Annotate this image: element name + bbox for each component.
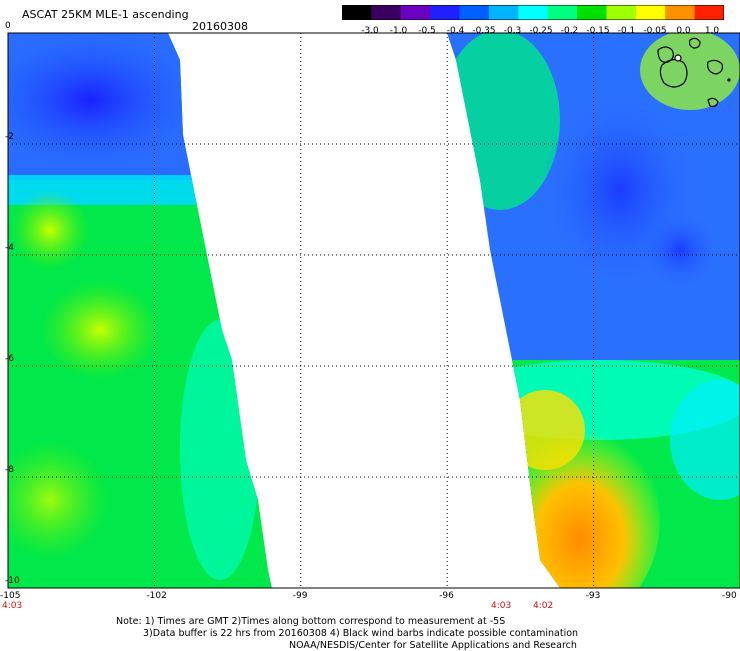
colorbar-label: -0.05 [643,26,667,36]
time-label: 4:02 [533,601,554,611]
note-line-2: 3)Data buffer is 22 hrs from 20160308 4)… [143,628,579,639]
y-tick-label: -8 [5,465,14,475]
colorbar-label: -0.5 [418,26,436,36]
colorbar-label: -3.0 [361,26,379,36]
y-tick-label: -4 [5,243,14,253]
map-frame [7,32,740,589]
y-tick-label: -6 [5,354,14,364]
y-tick-label: -2 [5,132,14,142]
colorbar-swatch [665,5,696,20]
map-date: 20160308 [192,20,248,33]
colorbar-label: 0.0 [676,26,691,36]
colorbar-label: -0.25 [529,26,553,36]
x-tick-label: -93 [585,591,601,601]
colorbar-label: -1.0 [389,26,408,36]
colorbar-swatch [606,5,637,20]
colorbar-swatch [400,5,431,20]
colorbar-swatch [488,5,519,20]
colorbar-label: -0.1 [617,26,636,36]
x-tick-label: -99 [292,591,308,601]
note-line-1: Note: 1) Times are GMT 2)Times along bot… [116,616,506,627]
colorbar-swatch [547,5,578,20]
x-tick-label: -96 [439,591,454,601]
colorbar-label: -0.2 [560,26,579,36]
colorbar-label: -0.3 [503,26,522,36]
colorbar-swatch [694,5,724,20]
colorbar-label: -0.4 [446,26,465,36]
colorbar [342,5,724,20]
time-label: 4:03 [2,601,23,611]
colorbar-label: -0.15 [586,26,610,36]
colorbar-swatch [577,5,607,20]
map-title: ASCAT 25KM MLE-1 ascending [22,8,189,21]
colorbar-swatch [342,5,372,20]
colorbar-swatch [459,5,490,20]
colorbar-swatch [430,5,461,20]
x-tick-label: -105 [0,591,21,601]
colorbar-swatch [371,5,402,20]
x-tick-label: -90 [722,591,737,601]
colorbar-swatch [635,5,666,20]
swath-left [8,33,272,588]
map-plot [7,32,740,589]
y-tick-label: 0 [5,21,11,31]
note-line-3: NOAA/NESDIS/Center for Satellite Applica… [289,640,577,651]
time-label: 4:03 [491,601,512,611]
swath-right [447,33,740,588]
colorbar-swatch [518,5,549,20]
y-tick-label: -10 [5,576,20,586]
galapagos-islands [657,37,731,108]
colorbar-label: -0.35 [472,26,496,36]
colorbar-label: 1.0 [704,26,720,36]
x-tick-label: -102 [146,591,167,601]
